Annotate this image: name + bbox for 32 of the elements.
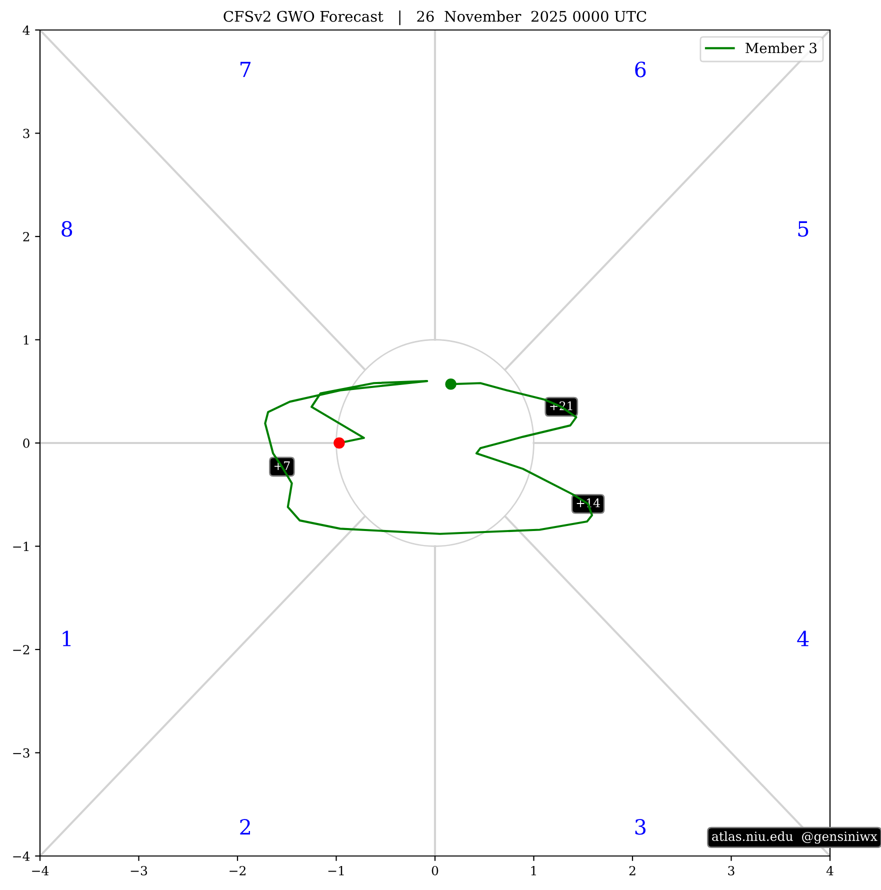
y-tick-label: −3 — [13, 748, 30, 758]
annotation: 4 — [797, 630, 809, 646]
annotation: 3 — [635, 819, 646, 835]
y-tick-label: 0 — [23, 438, 30, 448]
x-tick-label: −2 — [230, 866, 246, 876]
x-tick-label: −4 — [32, 866, 49, 876]
x-tick-label: 2 — [629, 866, 636, 876]
y-tick-label: 2 — [23, 232, 30, 242]
x-tick-label: 0 — [432, 866, 438, 876]
annotation: 8 — [62, 221, 72, 237]
y-tick-label: 4 — [22, 25, 30, 35]
chart-title: CFSv2 GWO Forecast | 26 November 2025 0000 UTC — [224, 10, 646, 26]
y-tick-label: −4 — [13, 851, 30, 861]
legend-label: Member 3 — [746, 42, 816, 54]
point — [334, 437, 345, 449]
annotation: 6 — [635, 62, 646, 78]
annotation: 5 — [798, 221, 808, 237]
point — [445, 378, 456, 390]
x-tick-label: −1 — [328, 866, 344, 876]
x-tick-label: 4 — [826, 866, 834, 876]
y-tick-label: 3 — [23, 128, 30, 138]
x-tick-label: −3 — [130, 866, 148, 876]
annotation: 1 — [62, 630, 71, 646]
x-tick-label: 3 — [728, 866, 734, 876]
y-tick-label: −1 — [13, 542, 28, 551]
annotation: +7 — [274, 461, 290, 470]
annotation: 7 — [240, 62, 251, 78]
x-tick-label: 1 — [531, 866, 536, 876]
y-tick-label: 1 — [24, 335, 28, 344]
y-tick-label: −2 — [13, 644, 30, 654]
annotation: atlas.niu.edu @gensiniwx — [712, 831, 878, 844]
annotation: 2 — [240, 819, 250, 834]
